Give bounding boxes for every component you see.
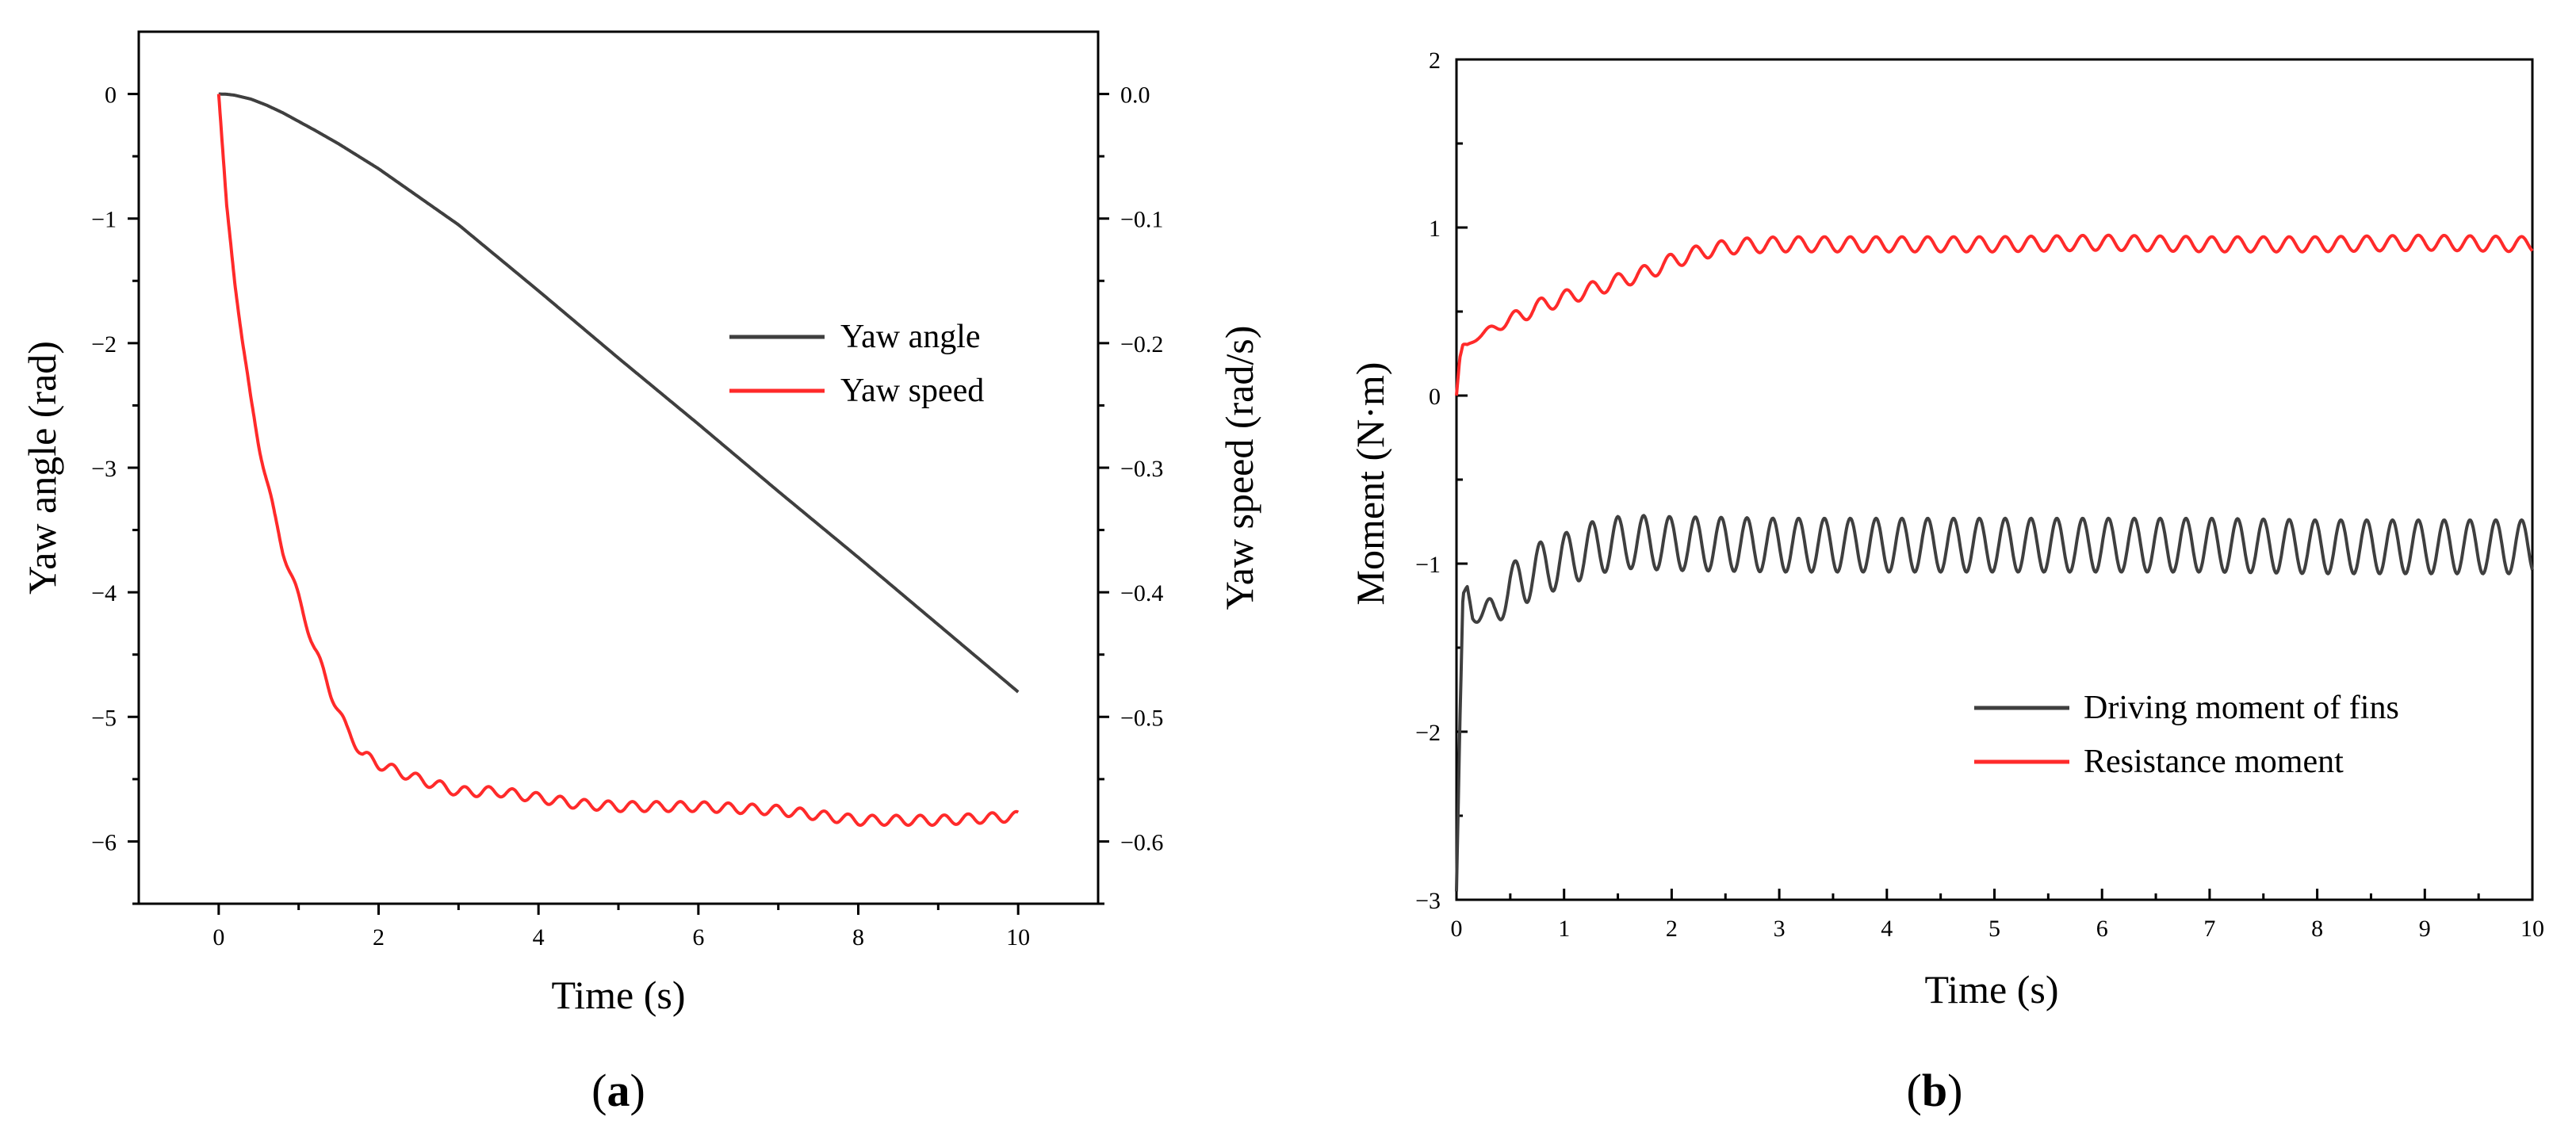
series-line-yaw-speed [216,94,1020,827]
y2-tick-label-a: −0.1 [1120,207,1163,233]
legend-label-driving-moment: Driving moment of fins [2084,690,2399,726]
legend-label-resistance-moment: Resistance moment [2084,744,2344,780]
series-group-a [216,92,1020,827]
series-group-b [1455,233,2534,892]
x-tick-label-b: 6 [2096,916,2108,942]
y-tick-label-a: −3 [91,456,117,482]
panel-label-b: (b) [1907,1065,1963,1116]
y-axis-title-b: Moment (N·m) [1348,362,1392,606]
legend-b: Driving moment of fins Resistance moment [1974,690,2399,780]
x-tick-label-b: 8 [2311,916,2323,942]
y-tick-label-b: −2 [1415,720,1441,746]
x-tick-label-b: 10 [2520,916,2544,942]
panel-label-a: (a) [591,1065,645,1116]
plot-frame-a [137,30,1100,905]
y2-tick-label-a: 0.0 [1120,82,1150,109]
x-tick-label-b: 9 [2419,916,2431,942]
x-tick-label-b: 0 [1451,916,1463,942]
x-tick-label-a: 2 [373,924,385,950]
x-tick-label-b: 5 [1988,916,2000,942]
x-tick-label-a: 10 [1006,924,1030,950]
legend-label-yaw-speed: Yaw speed [840,373,984,409]
y2-tick-label-a: −0.3 [1120,456,1163,482]
y-tick-label-b: 2 [1429,48,1441,74]
y2-tick-label-a: −0.2 [1120,331,1163,358]
y-tick-label-a: −4 [91,580,117,606]
y-tick-label-a: 0 [105,82,117,109]
x-tick-label-b: 1 [1558,916,1570,942]
x-tick-label-b: 4 [1881,916,1893,942]
y-axis-title-a: Yaw angle (rad) [20,341,64,595]
y2-axis-title-a: Yaw speed (rad/s) [1217,326,1261,610]
y-tick-label-a: −5 [91,705,117,731]
x-tick-label-b: 7 [2203,916,2215,942]
tick-group-a: 0 2 4 6 8 10 0 −1 −2 −3 −4 −5 −6 0.0 −0.1 −0.2 −0.3 −0.4 −… [91,82,1163,950]
x-tick-label-a: 6 [692,924,704,950]
y-tick-label-a: −1 [91,207,117,233]
y2-tick-label-a: −0.4 [1120,580,1163,606]
x-tick-label-a: 0 [212,924,224,950]
x-tick-label-b: 3 [1774,916,1786,942]
y-tick-label-a: −6 [91,829,117,855]
y-tick-label-a: −2 [91,331,117,358]
panel-a: 0 2 4 6 8 10 0 −1 −2 −3 −4 −5 −6 0.0 −0.1 −0.2 −0.3 −0.4 −… [20,30,1261,1116]
x-axis-title-b: Time (s) [1924,967,2058,1012]
y2-tick-label-a: −0.6 [1120,829,1163,855]
y-tick-label-b: −1 [1415,552,1441,578]
series-line-yaw-angle [217,92,1020,694]
series-line-resistance-moment [1455,233,2534,396]
x-tick-label-b: 2 [1666,916,1678,942]
x-axis-title-a: Time (s) [551,973,685,1017]
y-tick-label-b: 1 [1429,216,1441,242]
x-tick-label-a: 8 [852,924,864,950]
legend-label-yaw-angle: Yaw angle [840,319,981,355]
y-tick-label-b: 0 [1429,384,1441,410]
plot-frame-b [1455,58,2534,901]
series-line-driving-moment-of-fins [1455,514,2534,892]
x-tick-label-a: 4 [533,924,545,950]
legend-a: Yaw angle Yaw speed [729,319,984,409]
y2-tick-label-a: −0.5 [1120,705,1163,731]
y-tick-label-b: −3 [1415,888,1441,914]
